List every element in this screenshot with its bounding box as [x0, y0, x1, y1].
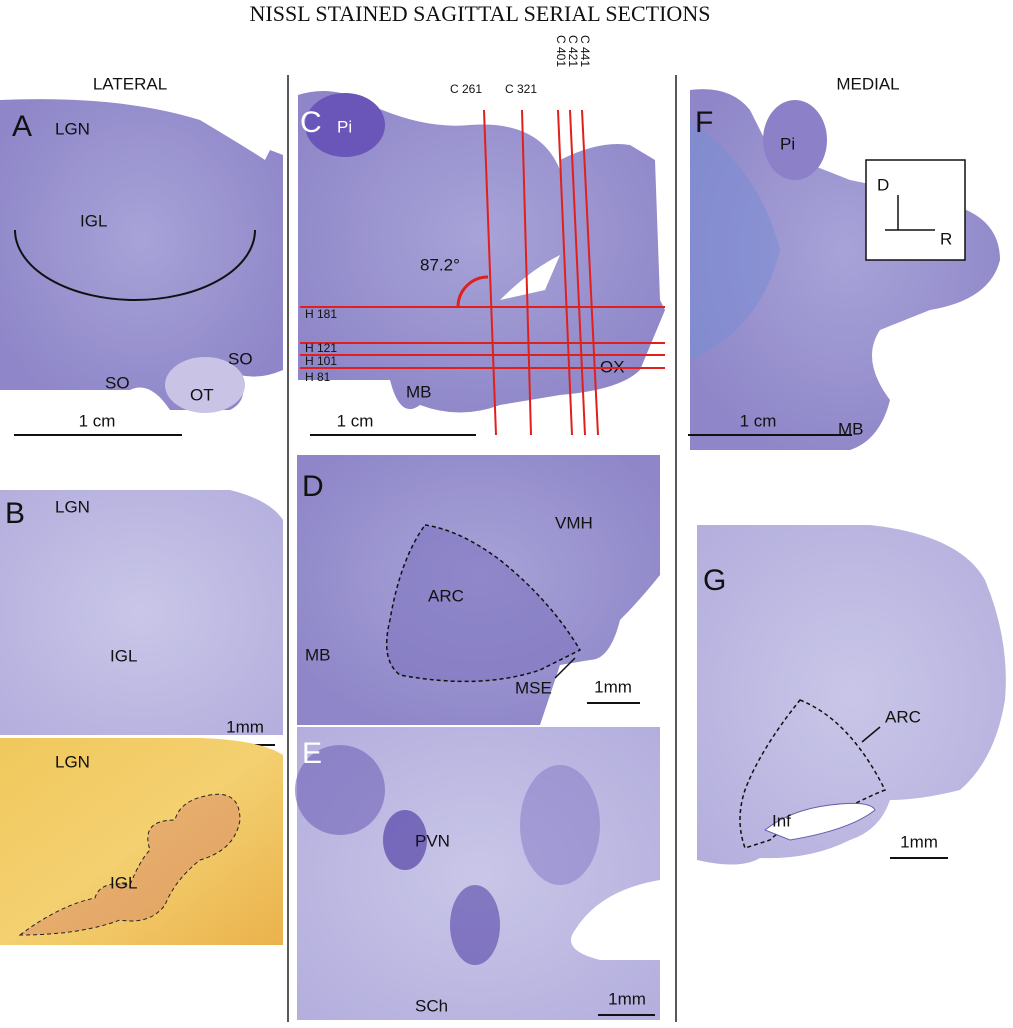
section-label: C 321 — [505, 82, 537, 96]
region-label: LGN — [55, 497, 90, 516]
region-label: IGL — [110, 873, 137, 892]
scale-label: 1 cm — [337, 411, 374, 430]
region-label: SO — [105, 373, 130, 392]
scale-label: 1mm — [608, 989, 646, 1008]
scale-label: 1 cm — [79, 411, 116, 430]
section-label: H 121 — [305, 341, 337, 355]
region-label: Pi — [780, 134, 795, 153]
section-line — [557, 109, 573, 436]
panel-b: B LGN IGL 1mm LGN IGL — [0, 490, 283, 945]
scale-label: 1mm — [226, 717, 264, 736]
arrow — [554, 657, 576, 679]
ventricle — [764, 802, 876, 841]
panel-e: E PVN SCh 1mm — [295, 727, 660, 1020]
region-label: MB — [406, 382, 432, 401]
region-label: MSE — [515, 678, 552, 697]
angle-arc — [456, 275, 489, 308]
nucleus — [450, 885, 500, 965]
region-label: ARC — [428, 586, 464, 605]
region-label: Inf — [772, 811, 791, 830]
panel-letter: A — [12, 110, 32, 143]
region-label: LGN — [55, 119, 90, 138]
tissue-stain — [0, 738, 283, 945]
region-label: SCh — [415, 996, 448, 1015]
section-label: H 101 — [305, 354, 337, 368]
nucleus — [295, 745, 385, 835]
outline — [18, 793, 241, 936]
section-line — [521, 109, 532, 436]
region-label: MB — [838, 419, 864, 438]
orientation-label: R — [940, 229, 952, 248]
tissue — [0, 490, 283, 735]
section-label: C 421 — [566, 35, 580, 67]
section-label: C 261 — [450, 82, 482, 96]
panel-letter: B — [5, 497, 25, 530]
tissue — [305, 93, 385, 157]
panel-letter: E — [302, 737, 322, 770]
section-label: H 81 — [305, 370, 331, 384]
panel-f: F Pi MB D R 1 cm — [688, 89, 1000, 451]
angle-label: 87.2° — [420, 255, 460, 274]
panel-g: G ARC Inf 1mm — [697, 525, 1006, 865]
orientation-label: D — [877, 175, 889, 194]
tissue — [690, 89, 1000, 451]
section-line — [569, 109, 586, 436]
scale-label: 1mm — [900, 832, 938, 851]
tissue — [165, 357, 245, 413]
region-label: MB — [305, 645, 331, 664]
section-line — [483, 109, 497, 436]
section-label: H 181 — [305, 307, 337, 321]
scale-label: 1 cm — [740, 411, 777, 430]
orientation-box — [865, 159, 966, 261]
section-line — [581, 109, 599, 436]
region-label: IGL — [110, 646, 137, 665]
region-label: IGL — [80, 211, 107, 230]
region-label: OX — [600, 357, 625, 376]
scale-label: 1mm — [594, 677, 632, 696]
tissue — [763, 100, 827, 180]
region-label: LGN — [55, 752, 90, 771]
tissue — [697, 525, 1006, 865]
tissue — [0, 99, 283, 411]
panel-letter: C — [300, 106, 322, 139]
panel-letter: G — [703, 564, 726, 597]
panel-c: C Pi MB OX C 261 C 321 C 401 C 421 C 441… — [298, 35, 665, 436]
section-label: C 401 — [554, 35, 568, 67]
panel-letter: D — [302, 470, 324, 503]
column-label: LATERAL — [93, 74, 167, 93]
column-label: MEDIAL — [836, 74, 899, 93]
region-label: ARC — [885, 707, 921, 726]
region-label: OT — [190, 385, 214, 404]
outline — [385, 524, 582, 683]
nucleus — [520, 765, 600, 885]
region-label: PVN — [415, 831, 450, 850]
nucleus — [383, 810, 427, 870]
outline — [14, 229, 256, 301]
region-label: VMH — [555, 513, 593, 532]
panel-d: D VMH ARC MB MSE 1mm — [297, 455, 660, 725]
region-label: SO — [228, 349, 253, 368]
white-matter — [690, 120, 780, 360]
section-label: C 441 — [578, 35, 592, 67]
figure-title: NISSL STAINED SAGITTAL SERIAL SECTIONS — [250, 1, 711, 26]
region-label: Pi — [337, 117, 352, 136]
ventricle — [500, 255, 560, 300]
panel-a: A LGN IGL SO SO OT 1 cm — [0, 99, 283, 436]
panel-letter: F — [695, 106, 713, 139]
arrow — [861, 726, 881, 743]
